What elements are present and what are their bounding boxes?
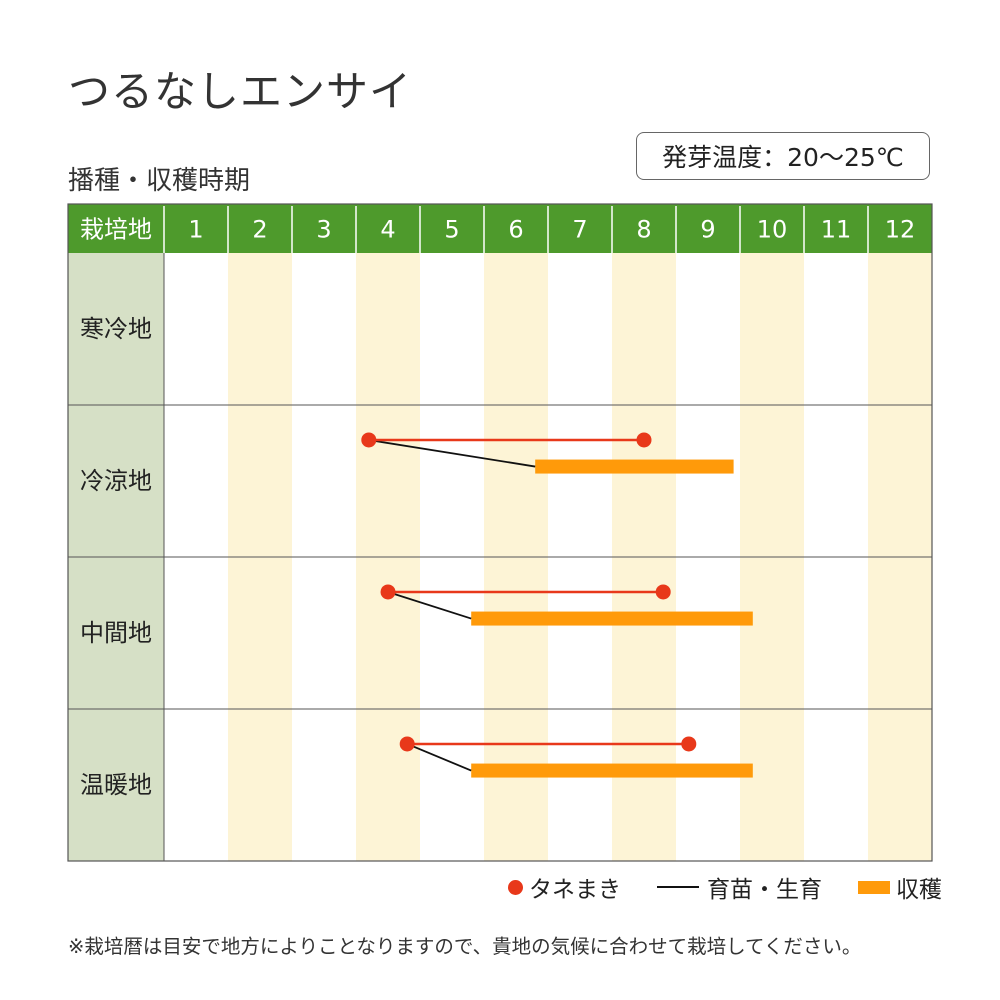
legend-harvest-label: 収穫: [896, 877, 942, 903]
month-tick-label: 4: [380, 216, 395, 244]
legend-sowing-label: タネまき: [529, 877, 621, 903]
region-label: 中間地: [80, 619, 152, 647]
sowing-start-dot: [380, 584, 396, 600]
month-tick-label: 9: [700, 216, 715, 244]
month-tick-label: 2: [252, 216, 267, 244]
month-tick-label: 6: [508, 216, 523, 244]
harvest-bar: [471, 763, 753, 778]
legend-seedling: 育苗・生育: [657, 870, 822, 904]
month-tick-label: 11: [821, 216, 852, 244]
sowing-start-dot: [361, 432, 377, 448]
growth-line: [368, 439, 536, 468]
seedling-line-icon: [657, 886, 699, 888]
month-tick-label: 10: [757, 216, 788, 244]
table-border: [67, 203, 933, 862]
region-label: 冷涼地: [80, 467, 152, 495]
growth-line: [387, 591, 472, 620]
month-tick-label: 8: [636, 216, 651, 244]
header-label: 栽培地: [80, 216, 152, 244]
month-tick-label: 12: [885, 216, 916, 244]
page-title: つるなしエンサイ: [68, 67, 413, 116]
growth-line: [406, 743, 472, 772]
region-label: 寒冷地: [80, 315, 152, 343]
harvest-bar: [535, 459, 734, 474]
legend-seedling-label: 育苗・生育: [707, 877, 822, 903]
harvest-bar: [471, 611, 753, 626]
germination-temperature-badge: 発芽温度：20〜25℃: [636, 132, 930, 180]
legend: タネまき 育苗・生育 収穫: [508, 870, 942, 904]
sowing-end-dot: [636, 432, 652, 448]
legend-harvest: 収穫: [858, 870, 942, 904]
month-tick-label: 5: [444, 216, 459, 244]
sowing-start-dot: [399, 736, 415, 752]
month-tick-label: 3: [316, 216, 331, 244]
sowing-end-dot: [681, 736, 697, 752]
sowing-dot-icon: [508, 879, 523, 895]
sowing-end-dot: [655, 584, 671, 600]
footnote: ※栽培暦は目安で地方によりことなりますので、貴地の気候に合わせて栽培してください…: [68, 935, 862, 958]
chart-subtitle: 播種・収穫時期: [68, 166, 251, 196]
month-tick-label: 7: [572, 216, 587, 244]
region-label: 温暖地: [80, 771, 152, 799]
legend-sowing: タネまき: [508, 870, 621, 904]
header-row: [68, 204, 932, 253]
month-tick-label: 1: [188, 216, 203, 244]
harvest-bar-icon: [858, 880, 890, 894]
